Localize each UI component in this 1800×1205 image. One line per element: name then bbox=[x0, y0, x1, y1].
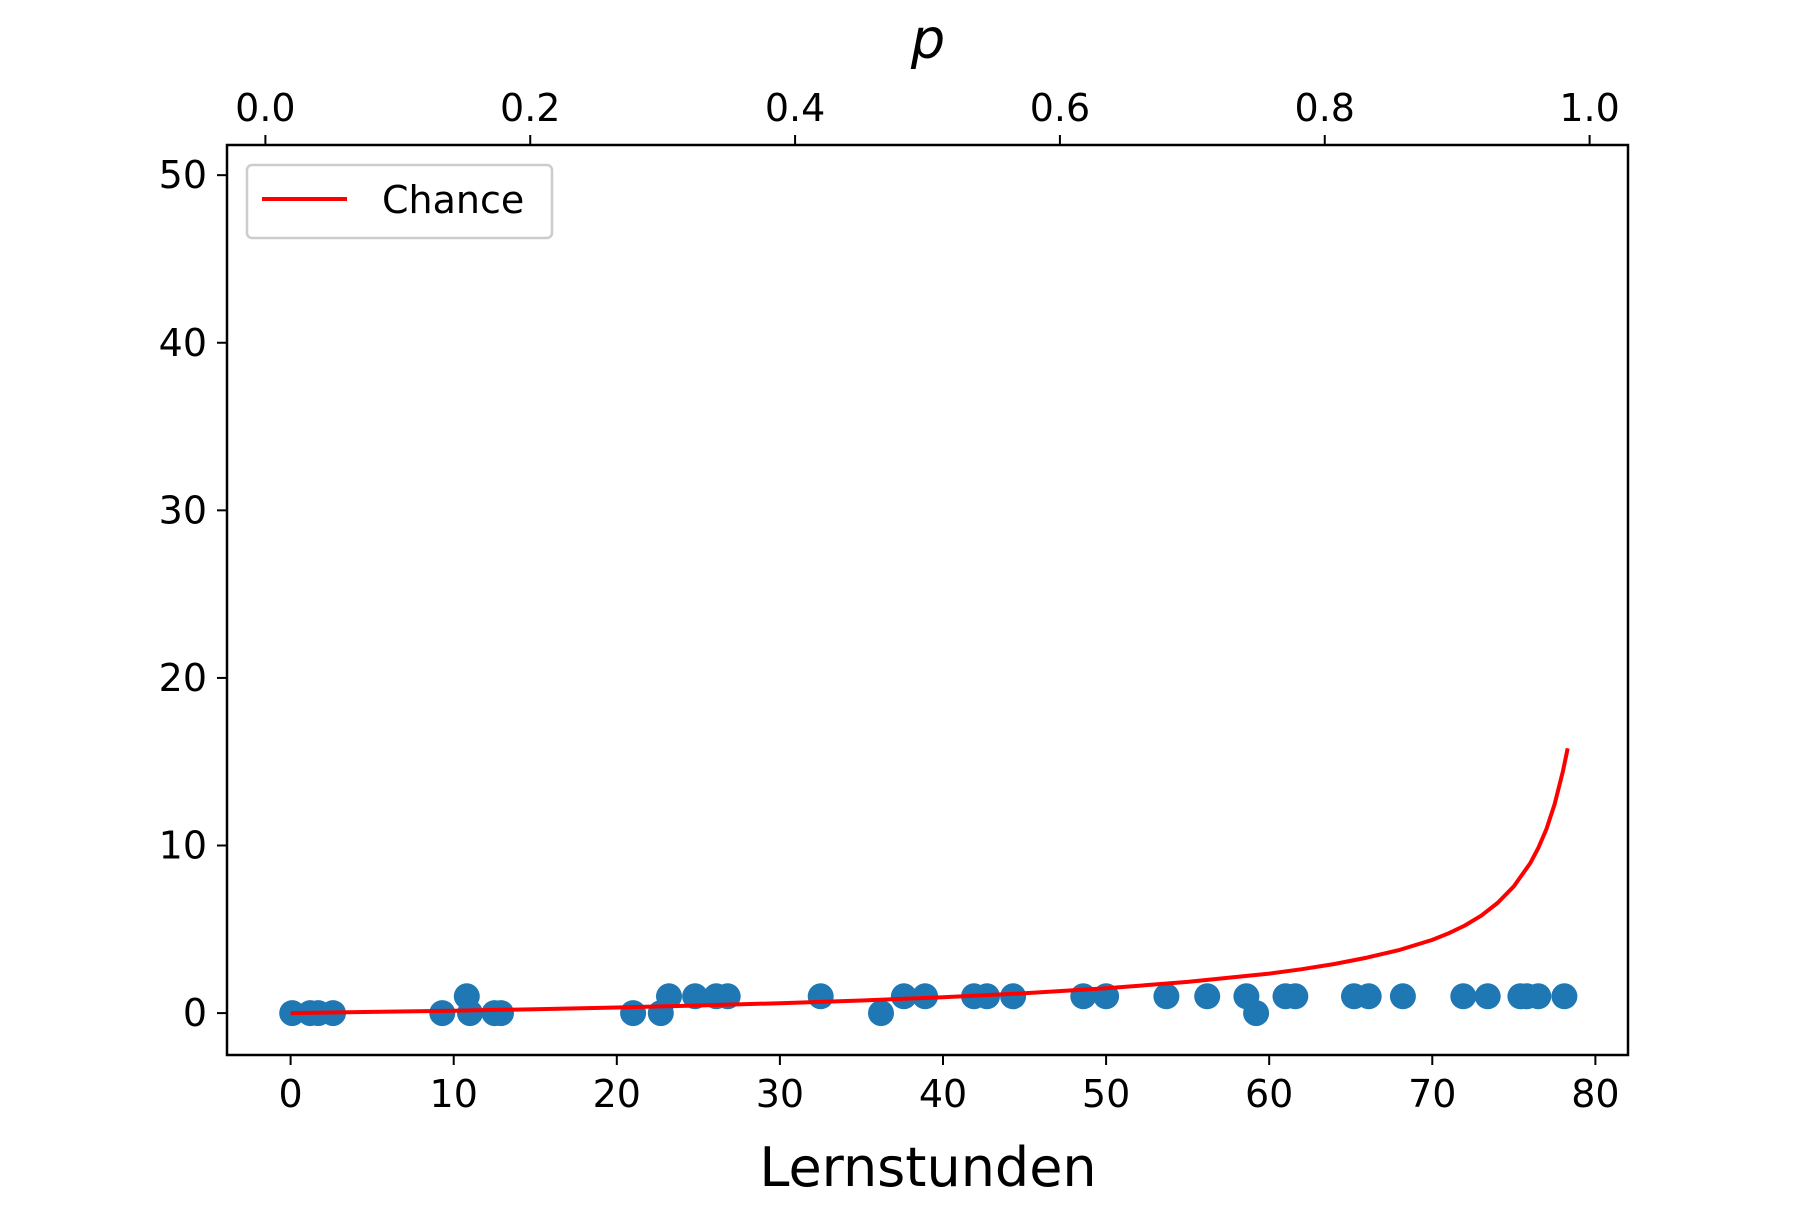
x-axis-title: Lernstunden bbox=[759, 1136, 1096, 1199]
y-tick-label: 30 bbox=[159, 488, 207, 532]
scatter-point bbox=[1355, 983, 1382, 1010]
scatter-point bbox=[1450, 983, 1477, 1010]
scatter-point bbox=[1551, 983, 1578, 1010]
x-tick-label: 70 bbox=[1408, 1072, 1456, 1116]
scatter-point bbox=[488, 1000, 514, 1027]
legend-box bbox=[245, 163, 554, 240]
y-tick-label: 0 bbox=[183, 991, 207, 1035]
scatter-point bbox=[429, 1000, 456, 1027]
scatter-point bbox=[1525, 983, 1552, 1010]
scatter-point bbox=[1194, 983, 1221, 1010]
y-tick-label: 20 bbox=[159, 656, 207, 700]
scatter-point bbox=[1282, 983, 1309, 1010]
scatter-point bbox=[620, 1000, 647, 1027]
scatter-point bbox=[1000, 983, 1027, 1010]
y-tick-label: 50 bbox=[159, 153, 207, 197]
line-series-chance bbox=[290, 747, 1570, 1016]
scatter-point bbox=[682, 983, 709, 1010]
x-tick-label: 10 bbox=[430, 1072, 478, 1116]
x-tick-label: 80 bbox=[1571, 1072, 1619, 1116]
legend-label-chance: Chance bbox=[382, 178, 524, 222]
secondary-x-tick-label: 0.4 bbox=[765, 86, 825, 130]
scatter-point bbox=[1153, 983, 1180, 1010]
legend: Chance bbox=[245, 163, 554, 240]
scatter-point bbox=[1389, 983, 1416, 1010]
plot-layer bbox=[279, 747, 1578, 1027]
x-tick-label: 20 bbox=[593, 1072, 641, 1116]
x-tick-label: 40 bbox=[919, 1072, 967, 1116]
axes-layer: 0 10 20 30 40 50 60 70 80 0 10 20 30 40 50 0.0 0.2 0.4 0.6… bbox=[159, 86, 1620, 1116]
plot-area-frame bbox=[225, 143, 1630, 1057]
secondary-x-tick-label: 0.8 bbox=[1295, 86, 1355, 130]
scatter-point bbox=[890, 983, 917, 1010]
x-tick-label: 50 bbox=[1082, 1072, 1130, 1116]
scatter-point bbox=[807, 983, 834, 1010]
secondary-x-axis-title: p bbox=[910, 8, 945, 71]
scatter-point bbox=[1474, 983, 1501, 1010]
x-tick-label: 30 bbox=[756, 1072, 804, 1116]
scatter-point bbox=[457, 1000, 483, 1027]
scatter-point bbox=[1243, 1000, 1270, 1027]
secondary-x-tick-label: 1.0 bbox=[1559, 86, 1619, 130]
x-tick-label: 60 bbox=[1245, 1072, 1293, 1116]
y-tick-label: 40 bbox=[159, 321, 207, 365]
y-tick-label: 10 bbox=[159, 824, 207, 868]
secondary-x-tick-label: 0.6 bbox=[1030, 86, 1090, 130]
scatter-point bbox=[868, 1000, 894, 1027]
x-tick-label: 0 bbox=[279, 1072, 303, 1116]
secondary-x-tick-label: 0.0 bbox=[235, 86, 295, 130]
secondary-x-tick-label: 0.2 bbox=[500, 86, 560, 130]
scatter-point bbox=[656, 983, 682, 1010]
